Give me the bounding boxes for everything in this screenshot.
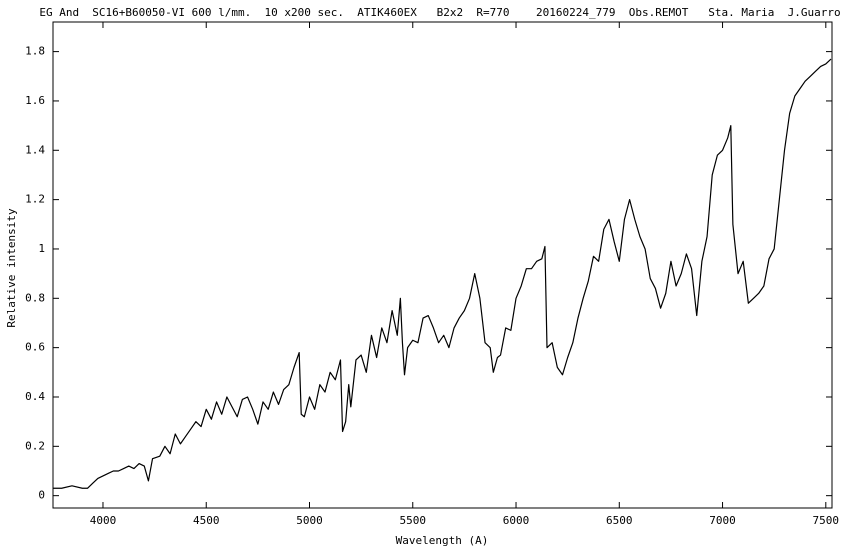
y-tick-label: 1.2 — [25, 193, 45, 206]
chart-title: EG And SC16+B60050-VI 600 l/mm. 10 x200 … — [39, 6, 840, 19]
x-tick-label: 6500 — [606, 514, 633, 527]
y-tick-label: 0.2 — [25, 439, 45, 452]
y-tick-label: 0.6 — [25, 341, 45, 354]
y-tick-label: 1.4 — [25, 143, 45, 156]
y-tick-label: 0 — [38, 489, 45, 502]
spectrum-line — [53, 58, 832, 489]
y-tick-label: 0.8 — [25, 291, 45, 304]
x-tick-label: 4000 — [90, 514, 117, 527]
y-tick-label: 0.4 — [25, 390, 45, 403]
y-tick-label: 1 — [38, 242, 45, 255]
x-tick-label: 5500 — [400, 514, 427, 527]
x-tick-label: 7500 — [813, 514, 840, 527]
x-tick-label: 6000 — [503, 514, 530, 527]
x-tick-label: 5000 — [296, 514, 323, 527]
x-tick-label: 7000 — [709, 514, 736, 527]
y-axis-label: Relative intensity — [5, 208, 18, 328]
x-tick-label: 4500 — [193, 514, 220, 527]
y-tick-label: 1.6 — [25, 94, 45, 107]
plot-frame — [52, 21, 833, 509]
y-tick-label: 1.8 — [25, 45, 45, 58]
x-axis-label: Wavelength (A) — [396, 534, 489, 547]
